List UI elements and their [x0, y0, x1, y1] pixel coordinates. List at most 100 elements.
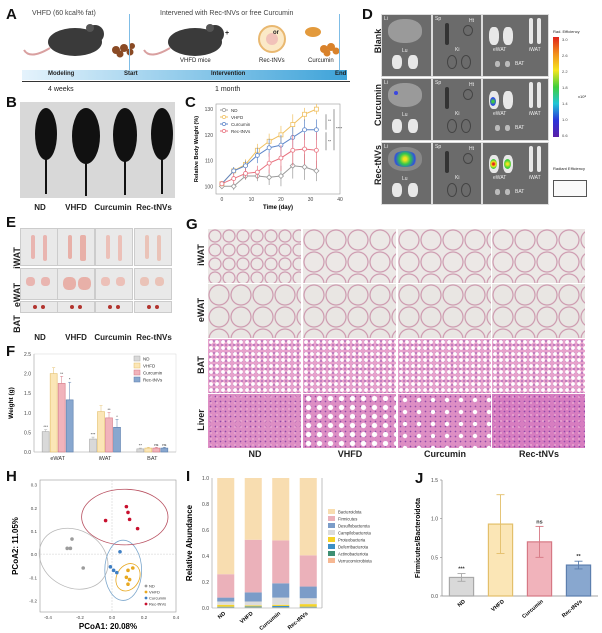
y-tick-label: 1.0 — [24, 411, 31, 417]
legend-label: Deferribacterota — [338, 545, 369, 550]
kidney-organ — [447, 183, 457, 197]
heart-organ — [463, 89, 473, 100]
legend-marker — [144, 590, 148, 594]
data-point — [124, 575, 129, 580]
intervention-label: Intervened with Rec-tNVs or free Curcumi… — [160, 10, 294, 17]
bar — [152, 447, 161, 453]
legend-swatch — [328, 537, 335, 542]
bar — [160, 447, 169, 453]
phase-end: End — [335, 71, 347, 77]
colorbar-tick-label: 1.4 — [562, 101, 568, 106]
ivis-image: eWAT iWAT BAT — [482, 142, 549, 205]
g-row-bat: BAT — [196, 356, 206, 374]
sig-label: ** — [139, 443, 143, 448]
y-tick-label: 1.0 — [431, 517, 438, 523]
legend-label: VHFD — [149, 590, 160, 595]
lung-organ — [408, 55, 418, 69]
data-point — [118, 549, 122, 554]
tissue — [116, 305, 120, 309]
y-tick-label: 0.6 — [202, 528, 209, 534]
legend-label: Curcumin — [231, 122, 251, 127]
panel-a-illustration — [23, 24, 340, 58]
bat-organ — [495, 189, 500, 195]
stacked-segment-Firmicutes — [299, 555, 317, 587]
x-tick-label: 10 — [249, 197, 255, 203]
legend-swatch — [328, 509, 335, 514]
rec-tnvs-icon — [258, 25, 286, 53]
e-label-rec-tnvs: Rec-tNVs — [136, 333, 172, 342]
legend-label: Firmicutes — [338, 517, 357, 522]
adipose-photo — [134, 268, 172, 300]
x-tick-label: Curcumin — [521, 599, 545, 621]
phase-modeling: Modeling — [48, 71, 75, 77]
colorbar-note: Radiant Efficiency — [553, 166, 585, 171]
timeline-bar — [22, 70, 347, 80]
iwat-organ — [529, 146, 533, 172]
panel-d-letter: D — [362, 6, 373, 23]
g-label-rec-tnvs: Rec-tNVs — [518, 449, 559, 459]
bar — [49, 373, 58, 453]
e-label-vhfd: VHFD — [65, 333, 87, 342]
y-tick-label: 0.5 — [24, 430, 31, 436]
sig-label: ns — [154, 442, 158, 447]
organ-label-ht: Ht — [469, 82, 474, 88]
stacked-segment-Deferribacterota — [217, 606, 235, 608]
tissue — [26, 277, 35, 286]
stacked-segment-Campilobacterota — [272, 597, 290, 605]
stacked-segment-Bacteroidota — [244, 478, 262, 540]
tissue — [157, 235, 161, 261]
organ-label-bat: BAT — [515, 125, 525, 131]
data-point — [231, 176, 237, 181]
legend-label: ND — [231, 108, 238, 113]
y-tick-label: 110 — [205, 159, 213, 165]
body-weight-line-chart: 100 110 120 130 0 10 20 30 40 Time (day) Relative … — [194, 103, 343, 211]
y-tick-label: -0.2 — [29, 598, 37, 603]
spleen-organ — [445, 23, 449, 45]
stacked-segment-Desulfobacterota — [217, 597, 235, 602]
duration-4-weeks: 4 weeks — [48, 86, 74, 93]
x-tick-label: 0.2 — [141, 615, 148, 620]
organ-label-lu: Lu — [402, 176, 408, 182]
spleen-organ — [445, 151, 449, 173]
sig-label: *** — [458, 567, 465, 573]
iwat-organ — [529, 82, 533, 108]
data-point — [243, 163, 248, 169]
y-tick-label: 0.0 — [24, 450, 31, 456]
bar — [113, 427, 121, 453]
ivis-image: Sp Ht Ki — [432, 142, 482, 205]
sig-label: ** — [60, 371, 64, 376]
histology-image — [491, 283, 586, 339]
stacked-segment-Bacteroidota — [272, 478, 290, 541]
pcoa-scatter-chart: -0.4 -0.2 0.0 0.2 0.4 -0.2 -0.1 0.0 0.1 0.2 0.3 PCo… — [11, 479, 180, 631]
data-point — [124, 504, 129, 509]
stacked-segment-Proteobacteria — [299, 604, 317, 607]
y-tick-label: 2.5 — [24, 352, 31, 358]
stacked-segment-Deferribacterota — [299, 606, 317, 608]
data-point — [302, 146, 307, 152]
organ-label-ewat: eWAT — [493, 47, 507, 53]
x-tick-label: 0.4 — [173, 615, 180, 620]
histology-image — [207, 338, 302, 394]
histology-image — [302, 283, 397, 339]
data-point — [231, 168, 237, 174]
colorbar-tick-label: 3.0 — [562, 37, 568, 42]
organ-label-sp: Sp — [435, 80, 442, 86]
organ-label-bat: BAT — [515, 61, 525, 67]
legend-label: Curcumin — [149, 596, 166, 601]
x-tick-label: Curcumin — [259, 611, 283, 630]
sig-label: ns — [162, 442, 166, 447]
liver-organ — [388, 83, 422, 107]
legend-label: Proteobacteria — [338, 538, 366, 543]
x-tick-label: 0 — [221, 197, 224, 203]
tissue — [31, 235, 35, 259]
y-tick-label: 0.4 — [202, 554, 209, 560]
stacked-segment-Desulfobacterota — [272, 583, 290, 598]
b-label-rec-tnvs: Rec-tNVs — [136, 203, 172, 212]
bar — [136, 448, 145, 453]
y-tick-label: 0.0 — [31, 552, 38, 557]
y-axis-label: PCoA2: 11.05% — [11, 517, 20, 575]
histology-image — [207, 228, 302, 284]
colorbar — [553, 37, 559, 137]
stacked-segment-Bacteroidota — [299, 478, 317, 556]
organ-label-ht: Ht — [469, 18, 474, 24]
